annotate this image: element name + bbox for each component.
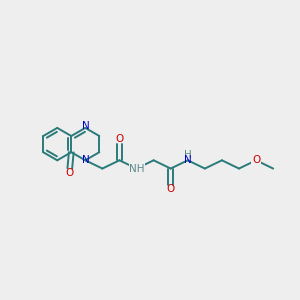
Text: N: N — [184, 155, 192, 165]
Text: N: N — [82, 122, 90, 131]
Text: H: H — [184, 150, 192, 160]
Text: O: O — [66, 168, 74, 178]
Text: O: O — [115, 134, 124, 144]
Text: O: O — [252, 155, 260, 165]
Text: O: O — [167, 184, 175, 194]
Text: NH: NH — [129, 164, 145, 173]
Text: N: N — [82, 155, 90, 165]
